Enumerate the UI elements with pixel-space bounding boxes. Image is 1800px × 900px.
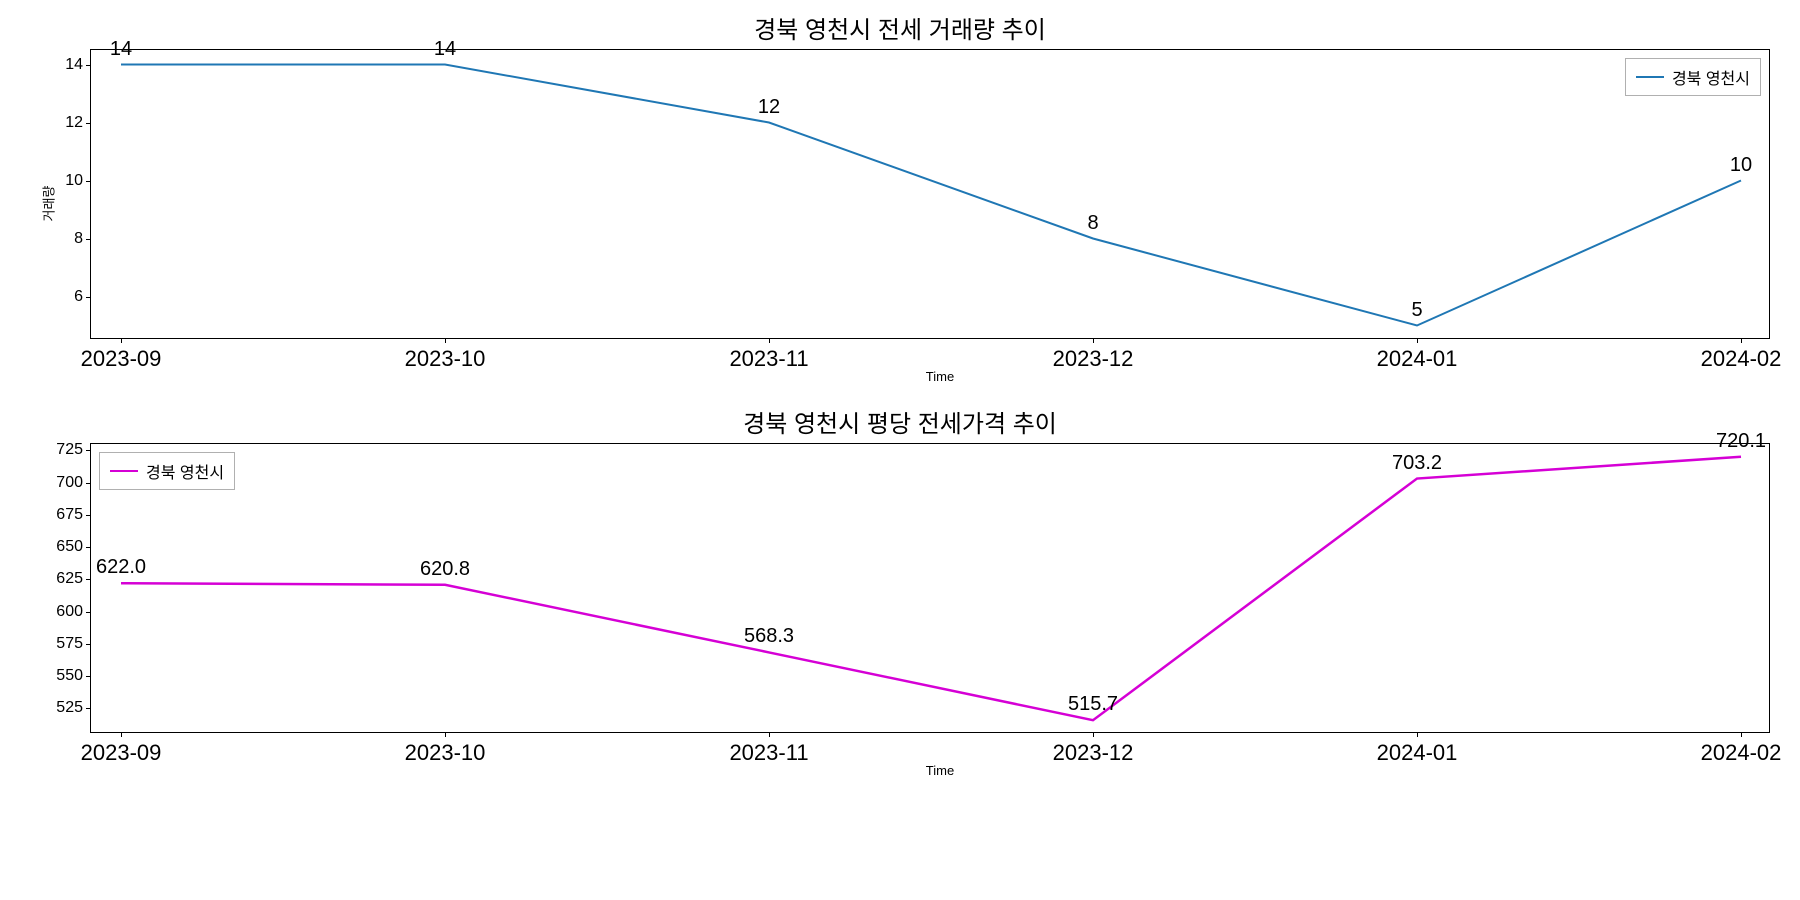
chart2-legend-label: 경북 영천시 [146,459,224,483]
chart-container: 경북 영천시 전세 거래량 추이 거래량 경북 영천시 681012142023… [10,10,1790,778]
chart2-data-label: 720.1 [1716,430,1766,457]
chart1-data-label: 8 [1087,212,1098,239]
chart2-legend-line [110,470,138,473]
chart1-legend: 경북 영천시 [1625,58,1761,96]
chart2-data-label: 620.8 [420,558,470,585]
chart2-data-label: 622.0 [96,556,146,583]
chart1-data-label: 14 [110,38,132,65]
chart1-line-svg [91,50,1769,338]
chart2-xtick: 2023-12 [1053,732,1134,766]
chart2-line-svg [91,444,1769,732]
chart1-xlabel: Time [90,369,1790,384]
chart1-data-label: 10 [1730,154,1752,181]
chart2-title: 경북 영천시 평당 전세가격 추이 [10,404,1790,439]
chart2-data-label: 703.2 [1392,452,1442,479]
chart2-plot-area: 경북 영천시 5255505756006256506757007252023-0… [90,443,1770,733]
chart2-xtick: 2024-02 [1701,732,1782,766]
chart-price: 경북 영천시 평당 전세가격 추이 평당 가격 (전용면적 기준, 단위:만원)… [10,404,1790,778]
chart1-xtick: 2023-10 [405,338,486,372]
chart1-data-label: 14 [434,38,456,65]
chart1-xtick: 2023-09 [81,338,162,372]
chart1-plot-area: 경북 영천시 681012142023-092023-102023-112023… [90,49,1770,339]
chart1-data-label: 5 [1411,299,1422,326]
chart1-line [121,65,1741,326]
chart2-legend: 경북 영천시 [99,452,235,490]
chart1-xtick: 2023-12 [1053,338,1134,372]
chart2-xlabel: Time [90,763,1790,778]
chart2-line [121,457,1741,720]
chart1-ylabel: 거래량 [38,186,57,222]
chart2-xtick: 2023-09 [81,732,162,766]
chart1-data-label: 12 [758,96,780,123]
chart1-legend-label: 경북 영천시 [1672,65,1750,89]
chart2-xtick: 2023-11 [729,732,808,766]
chart2-data-label: 568.3 [744,625,794,652]
chart1-xtick: 2023-11 [729,338,808,372]
chart2-xtick: 2023-10 [405,732,486,766]
chart1-xtick: 2024-02 [1701,338,1782,372]
chart2-data-label: 515.7 [1068,693,1118,720]
chart2-xtick: 2024-01 [1377,732,1458,766]
chart1-title: 경북 영천시 전세 거래량 추이 [10,10,1790,45]
chart1-legend-line [1636,76,1664,78]
chart-volume: 경북 영천시 전세 거래량 추이 거래량 경북 영천시 681012142023… [10,10,1790,384]
chart1-xtick: 2024-01 [1377,338,1458,372]
